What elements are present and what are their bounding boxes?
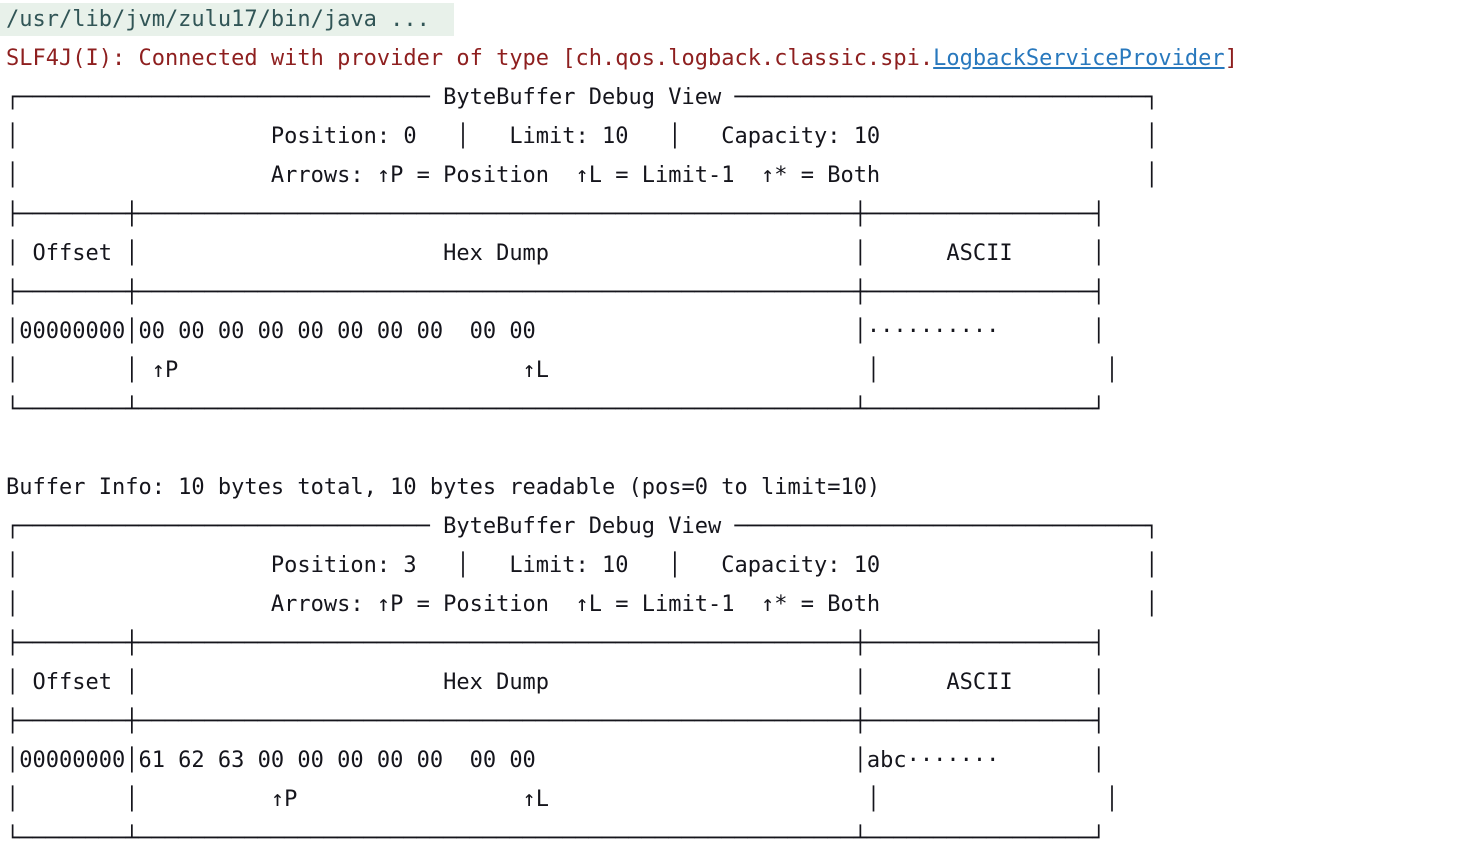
blank-line	[6, 429, 1465, 468]
buffer-info-text: Buffer Info: 10 bytes total, 10 bytes re…	[6, 475, 881, 500]
buffer1-data-row: │00000000│00 00 00 00 00 00 00 00 00 00 …	[6, 312, 1465, 351]
table-border: └────────┴──────────────────────────────…	[6, 397, 1106, 422]
logback-provider-link[interactable]: LogbackServiceProvider	[933, 46, 1225, 71]
buffer2-table-top-border: ├────────┼──────────────────────────────…	[6, 624, 1465, 663]
buffer2-arrows-legend-row: │ Arrows: ↑P = Position ↑L = Limit-1 ↑* …	[6, 585, 1465, 624]
command-line: /usr/lib/jvm/zulu17/bin/java ...	[0, 0, 1465, 39]
status-text: │ Position: 0 │ Limit: 10 │ Capacity: 10…	[6, 124, 1159, 149]
arrows-legend-text: │ Arrows: ↑P = Position ↑L = Limit-1 ↑* …	[6, 592, 1159, 617]
buffer1-status-row: │ Position: 0 │ Limit: 10 │ Capacity: 10…	[6, 117, 1465, 156]
table-border: ├────────┼──────────────────────────────…	[6, 202, 1106, 227]
box-title-border: ┌─────────────────────────────── ByteBuf…	[6, 514, 1159, 539]
buffer2-table-header-divider: ├────────┼──────────────────────────────…	[6, 702, 1465, 741]
slf4j-message-prefix: SLF4J(I): Connected with provider of typ…	[6, 46, 934, 71]
table-header-text: │ Offset │ Hex Dump │ ASCII │	[6, 670, 1106, 695]
status-text: │ Position: 3 │ Limit: 10 │ Capacity: 10…	[6, 553, 1159, 578]
marker-text: │ │ ↑P ↑L │ │	[6, 787, 1119, 812]
java-command-text: /usr/lib/jvm/zulu17/bin/java ...	[0, 3, 454, 36]
buffer2-data-row: │00000000│61 62 63 00 00 00 00 00 00 00 …	[6, 741, 1465, 780]
buffer1-table-header-divider: ├────────┼──────────────────────────────…	[6, 273, 1465, 312]
marker-text: │ │ ↑P ↑L │ │	[6, 358, 1119, 383]
buffer2-status-row: │ Position: 3 │ Limit: 10 │ Capacity: 10…	[6, 546, 1465, 585]
box-title-border: ┌─────────────────────────────── ByteBuf…	[6, 85, 1159, 110]
hex-data-text: │00000000│61 62 63 00 00 00 00 00 00 00 …	[6, 748, 1106, 773]
table-border: └────────┴──────────────────────────────…	[6, 826, 1106, 851]
buffer-info-line: Buffer Info: 10 bytes total, 10 bytes re…	[6, 468, 1465, 507]
buffer2-top-border: ┌─────────────────────────────── ByteBuf…	[6, 507, 1465, 546]
buffer2-table-header-row: │ Offset │ Hex Dump │ ASCII │	[6, 663, 1465, 702]
buffer1-arrows-legend-row: │ Arrows: ↑P = Position ↑L = Limit-1 ↑* …	[6, 156, 1465, 195]
table-border: ├────────┼──────────────────────────────…	[6, 280, 1106, 305]
table-border: ├────────┼──────────────────────────────…	[6, 709, 1106, 734]
buffer1-bottom-border: └────────┴──────────────────────────────…	[6, 390, 1465, 429]
buffer1-table-top-border: ├────────┼──────────────────────────────…	[6, 195, 1465, 234]
buffer1-top-border: ┌─────────────────────────────── ByteBuf…	[6, 78, 1465, 117]
buffer2-marker-row: │ │ ↑P ↑L │ │	[6, 780, 1465, 819]
buffer1-marker-row: │ │ ↑P ↑L │ │	[6, 351, 1465, 390]
buffer2-bottom-border: └────────┴──────────────────────────────…	[6, 819, 1465, 858]
arrows-legend-text: │ Arrows: ↑P = Position ↑L = Limit-1 ↑* …	[6, 163, 1159, 188]
table-border: ├────────┼──────────────────────────────…	[6, 631, 1106, 656]
slf4j-line: SLF4J(I): Connected with provider of typ…	[6, 39, 1465, 78]
slf4j-message-suffix: ]	[1224, 46, 1238, 71]
buffer1-table-header-row: │ Offset │ Hex Dump │ ASCII │	[6, 234, 1465, 273]
hex-data-text: │00000000│00 00 00 00 00 00 00 00 00 00 …	[6, 319, 1106, 344]
table-header-text: │ Offset │ Hex Dump │ ASCII │	[6, 241, 1106, 266]
